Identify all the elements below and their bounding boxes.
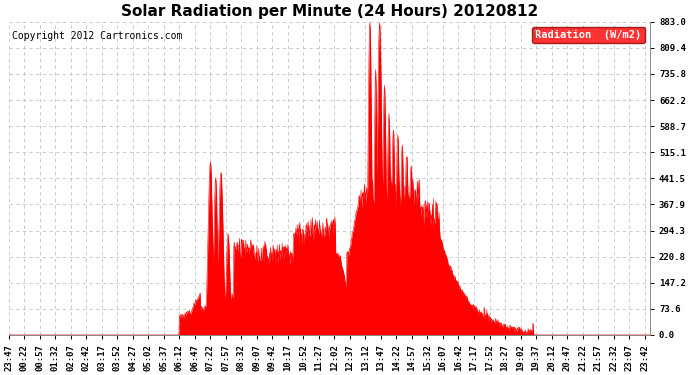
Text: Copyright 2012 Cartronics.com: Copyright 2012 Cartronics.com — [12, 31, 182, 41]
Title: Solar Radiation per Minute (24 Hours) 20120812: Solar Radiation per Minute (24 Hours) 20… — [121, 4, 538, 19]
Legend: Radiation  (W/m2): Radiation (W/m2) — [532, 27, 644, 43]
